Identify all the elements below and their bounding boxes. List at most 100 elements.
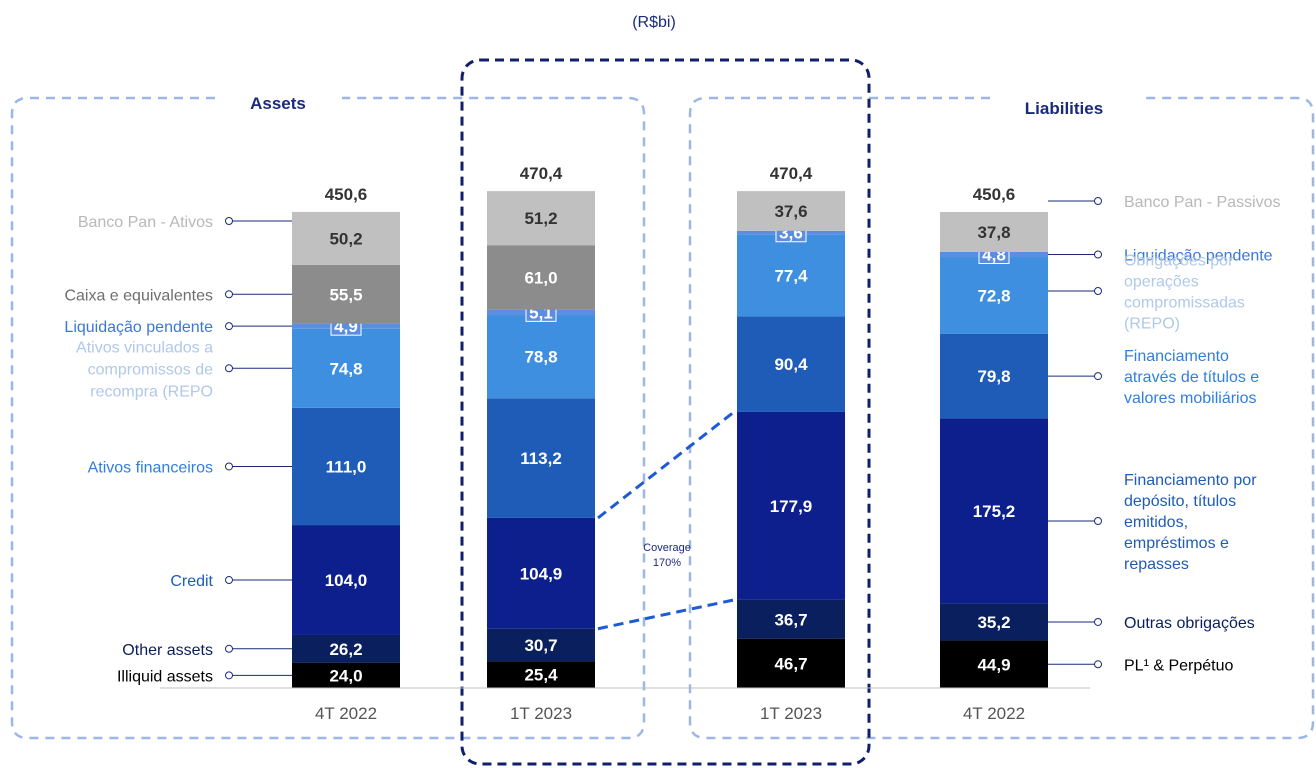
data-label: 177,9 [770, 497, 813, 516]
bar-total-label: 450,6 [973, 185, 1016, 204]
data-label: 55,5 [329, 285, 362, 304]
bar-segment-caixa-e-equivalentes [292, 264, 400, 324]
bar-segment-financiamento-por-deposito-titulos-emitidos-emprestimos-e-repasses [940, 418, 1048, 604]
coverage-value: 170% [653, 557, 681, 569]
data-label: 79,8 [977, 367, 1010, 386]
bar-segment-banco-pan-ativos [292, 211, 400, 265]
legend-label-right: Financiamento [1124, 348, 1229, 365]
bar-segment-illiquid-assets [487, 661, 595, 688]
legend-label-left: Credit [170, 573, 213, 590]
legend-label-right: Financiamento por [1124, 472, 1257, 489]
legend-marker [1094, 287, 1102, 295]
legend-label-left: recompra (REPO [90, 383, 213, 400]
data-label: 72,8 [977, 286, 1010, 305]
legend-label-right: valores mobiliários [1124, 390, 1257, 407]
bar-segment-illiquid-assets [292, 662, 400, 688]
bar-segment-outras-obrigacoes [940, 603, 1048, 641]
legend-label-left: compromissos de [88, 361, 213, 378]
bars-layer: 24,026,2104,0111,074,84,955,550,2450,64T… [160, 164, 1090, 723]
bar-total-label: 470,4 [520, 164, 563, 183]
legend-marker [1094, 617, 1102, 626]
legend-label-right: empréstimos e [1124, 535, 1229, 552]
legend-marker [225, 290, 233, 299]
data-label: 44,9 [977, 655, 1010, 674]
bar-segment-obrigacoes-por-operacoes-compromissadas-repo [940, 257, 1048, 334]
bar-segment-banco-pan-passivos [737, 191, 845, 231]
comparison-frame [460, 58, 871, 766]
coverage-connector-bottom [597, 598, 735, 631]
legend-marker [1094, 517, 1102, 525]
legend-label-right: Outras obrigações [1124, 615, 1255, 632]
legend-label-left: Banco Pan - Ativos [78, 214, 213, 231]
legend-marker [225, 364, 233, 373]
legend-label-right: depósito, títulos [1124, 493, 1236, 510]
bar-total-label: 450,6 [325, 185, 368, 204]
legend-label-right: Liquidação pendente [1124, 247, 1273, 264]
legend-label-right: compromissadas [1124, 295, 1245, 312]
bar-segment-financiamento-atraves-de-titulos-e-valores-mobiliarios [737, 316, 845, 412]
bar-segment-banco-pan-ativos [487, 191, 595, 246]
data-label: 90,4 [774, 355, 808, 374]
bar-segment-other-assets [292, 634, 400, 663]
legend-marker [1094, 660, 1102, 669]
legend-marker [1094, 372, 1102, 381]
data-label: 175,2 [973, 502, 1016, 521]
data-label: 74,8 [329, 359, 362, 378]
legend-label-left: Liquidação pendente [64, 319, 213, 336]
legend-layer: Banco Pan - Ativos Caixa e equivalentes Li… [64, 194, 1280, 685]
legend-marker [225, 462, 233, 471]
bar-segment-other-assets [487, 628, 595, 662]
liabilities-title: Liabilities [1025, 99, 1103, 118]
data-label: 26,2 [329, 640, 362, 659]
data-label: 37,6 [774, 202, 807, 221]
coverage-connector-top [597, 410, 735, 520]
legend-label-right: repasses [1124, 556, 1189, 573]
legend-label-left: Illiquid assets [117, 668, 213, 685]
data-label: 37,8 [977, 223, 1010, 242]
legend-label-right: Obrigações por [1124, 253, 1234, 270]
bar-segment-caixa-e-equivalentes [487, 245, 595, 310]
assets-title: Assets [250, 94, 306, 113]
bar-segment-pl-perpetuo [940, 640, 1048, 688]
category-tick-label: 1T 2023 [510, 704, 572, 723]
legend-marker [225, 644, 233, 653]
legend-label-left: Ativos vinculados a [76, 339, 213, 356]
bar-segment-outras-obrigacoes [737, 599, 845, 639]
data-label: 104,9 [520, 564, 563, 583]
legend-label-right: (REPO) [1124, 316, 1180, 333]
section-frames [10, 58, 1315, 766]
data-label: 30,7 [524, 636, 557, 655]
coverage-label: Coverage [643, 542, 691, 554]
data-label: 46,7 [774, 654, 807, 673]
data-label: 51,2 [524, 209, 557, 228]
legend-marker [1094, 250, 1102, 259]
legend-label-right: Banco Pan - Passivos [1124, 194, 1281, 211]
legend-label-left: Other assets [122, 642, 213, 659]
data-label: 77,4 [774, 267, 808, 286]
bar-segment-ativos-vinculados-a-compromissos-de-recompra-repo [292, 328, 400, 408]
legend-label-right: emitidos, [1124, 514, 1188, 531]
data-label: 50,2 [329, 229, 362, 248]
legend-label-left: Ativos financeiros [88, 459, 213, 476]
legend-label-right: operações [1124, 274, 1199, 291]
data-label: 61,0 [524, 268, 557, 287]
legend-marker [225, 217, 233, 225]
legend-marker [225, 671, 233, 680]
data-label: 24,0 [329, 666, 362, 685]
bar-segment-ativos-financeiros [292, 407, 400, 526]
category-tick-label: 4T 2022 [315, 704, 377, 723]
legend-label-right: PL¹ & Perpétuo [1124, 657, 1234, 674]
bar-segment-ativos-financeiros [487, 398, 595, 518]
bar-segment-financiamento-por-deposito-titulos-emitidos-emprestimos-e-repasses [737, 411, 845, 600]
unit-label: (R$bi) [632, 14, 676, 31]
bar-segment-banco-pan-passivos [940, 212, 1048, 252]
legend-label-right: através de títulos e [1124, 369, 1259, 386]
data-label: 78,8 [524, 348, 557, 367]
bar-segment-ativos-vinculados-a-compromissos-de-recompra-repo [487, 315, 595, 399]
legend-marker [225, 322, 233, 331]
category-tick-label: 1T 2023 [760, 704, 822, 723]
data-label: 113,2 [520, 449, 562, 468]
data-label: 104,0 [325, 571, 368, 590]
bar-segment-obrigacoes-por-operacoes-compromissadas-repo [737, 234, 845, 317]
